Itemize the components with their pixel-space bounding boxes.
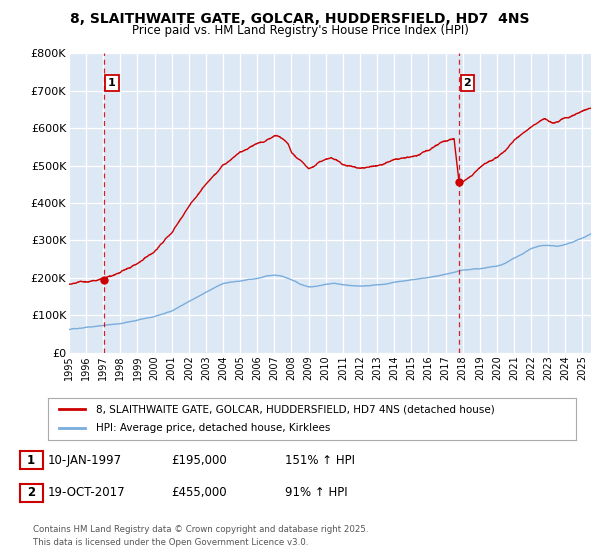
- Text: 8, SLAITHWAITE GATE, GOLCAR, HUDDERSFIELD, HD7 4NS (detached house): 8, SLAITHWAITE GATE, GOLCAR, HUDDERSFIEL…: [95, 404, 494, 414]
- Text: 19-OCT-2017: 19-OCT-2017: [48, 486, 125, 500]
- Text: £455,000: £455,000: [171, 486, 227, 500]
- Text: 1: 1: [27, 454, 35, 467]
- Text: 10-JAN-1997: 10-JAN-1997: [48, 454, 122, 467]
- Text: 2: 2: [27, 486, 35, 500]
- Text: Contains HM Land Registry data © Crown copyright and database right 2025.
This d: Contains HM Land Registry data © Crown c…: [33, 525, 368, 547]
- Text: HPI: Average price, detached house, Kirklees: HPI: Average price, detached house, Kirk…: [95, 423, 330, 433]
- Text: £195,000: £195,000: [171, 454, 227, 467]
- Text: 2: 2: [463, 78, 471, 88]
- Text: 1: 1: [108, 78, 116, 88]
- Text: 8, SLAITHWAITE GATE, GOLCAR, HUDDERSFIELD, HD7  4NS: 8, SLAITHWAITE GATE, GOLCAR, HUDDERSFIEL…: [70, 12, 530, 26]
- Text: Price paid vs. HM Land Registry's House Price Index (HPI): Price paid vs. HM Land Registry's House …: [131, 24, 469, 37]
- Text: 91% ↑ HPI: 91% ↑ HPI: [285, 486, 347, 500]
- Text: 151% ↑ HPI: 151% ↑ HPI: [285, 454, 355, 467]
